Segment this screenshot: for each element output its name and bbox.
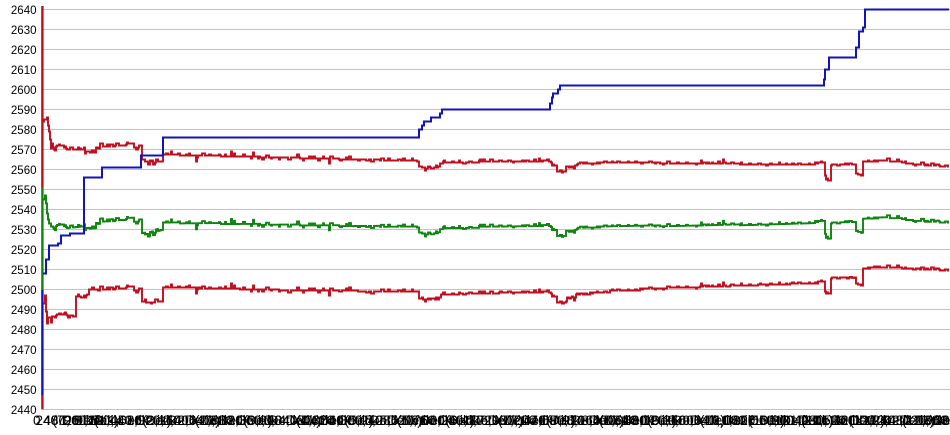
svg-text:(3,600 Detik): (3,600 Detik) (244, 413, 321, 428)
svg-text:(12,240 Detik): (12,240 Detik) (850, 413, 935, 428)
svg-text:2580: 2580 (11, 125, 37, 137)
svg-text:1,920, Detik: 1,920, Detik (127, 413, 199, 428)
svg-text:7,680, Detik: 7,680, Detik (531, 413, 603, 428)
svg-text:2,400 Detik: 2,400 Detik (163, 413, 232, 428)
svg-text:9,600 Detik: 9,600 Detik (668, 413, 737, 428)
svg-text:2560: 2560 (11, 165, 37, 177)
svg-text:2550: 2550 (11, 185, 37, 197)
svg-text:12,480 Detik: 12,480 Detik (870, 413, 946, 428)
svg-text:2590: 2590 (11, 105, 37, 117)
svg-text:(1,440 Detik): (1,440 Detik) (94, 413, 171, 428)
svg-text:(2,160 Detik): (2,160 Detik) (143, 413, 220, 428)
svg-text:2,640, Detik: 2,640, Detik (178, 413, 250, 428)
svg-text:8,880 Detik: 8,880 Detik (613, 413, 682, 428)
svg-text:2640: 2640 (11, 5, 37, 17)
svg-text:480, Detik: 480, Detik (44, 413, 105, 428)
svg-text:11,280, Detik: 11,280, Detik (784, 413, 863, 428)
svg-text:4,080, Detik: 4,080, Detik (279, 413, 351, 428)
svg-text:13,440, Detik: 13,440, Detik (935, 413, 950, 428)
svg-text:10,320 Detik: 10,320 Detik (714, 413, 790, 428)
svg-text:(9,360 Detik): (9,360 Detik) (648, 413, 725, 428)
svg-text:(6,480 Detik): (6,480 Detik) (446, 413, 523, 428)
svg-text:960 Detik: 960 Detik (64, 413, 121, 428)
svg-text:(10,080 Detik): (10,080 Detik) (700, 413, 785, 428)
svg-text:2460: 2460 (11, 365, 37, 377)
svg-text:11,040 Detik: 11,040 Detik (769, 413, 844, 428)
svg-text:(8,640 Detik): (8,640 Detik) (599, 413, 676, 428)
svg-text:4,560 Detik: 4,560 Detik (310, 413, 379, 428)
svg-text:(720 Detik): (720 Detik) (53, 413, 119, 428)
svg-text:(12,960 Detik): (12,960 Detik) (902, 413, 950, 428)
svg-text:3,360, Detik: 3,360, Detik (228, 413, 300, 428)
svg-text:5,280 Detik: 5,280 Detik (365, 413, 434, 428)
svg-text:3,840 Detik: 3,840 Detik (264, 413, 333, 428)
svg-text:2440: 2440 (11, 405, 37, 417)
svg-text:2570: 2570 (11, 145, 37, 157)
svg-text:(10,800 Detik): (10,800 Detik) (749, 413, 834, 428)
svg-text:2450: 2450 (11, 385, 37, 397)
svg-text:240 Detik: 240 Detik (36, 413, 93, 428)
svg-text:12,720, Detik: 12,720, Detik (885, 413, 950, 428)
svg-text:10,560, Detik: 10,560, Detik (733, 413, 813, 428)
svg-text:(5,040 Detik): (5,040 Detik) (345, 413, 422, 428)
svg-text:2520: 2520 (11, 245, 37, 257)
svg-text:(11,520 Detik): (11,520 Detik) (801, 413, 885, 428)
svg-text:11,760 Detik: 11,760 Detik (815, 413, 890, 428)
svg-text:8,160 Detik: 8,160 Detik (567, 413, 636, 428)
svg-text:12,000, Detik: 12,000, Detik (834, 413, 914, 428)
svg-text:2610: 2610 (11, 65, 37, 77)
svg-text:2490: 2490 (11, 305, 37, 317)
svg-text:2620: 2620 (11, 45, 37, 57)
svg-text:0: 0 (33, 413, 41, 428)
svg-text:6,720 Detik: 6,720 Detik (466, 413, 535, 428)
svg-text:6,240, Detik: 6,240, Detik (430, 413, 502, 428)
svg-text:2600: 2600 (11, 85, 37, 97)
svg-text:2540: 2540 (11, 205, 37, 217)
svg-text:2530: 2530 (11, 225, 37, 237)
svg-text:8,400, Detik: 8,400, Detik (582, 413, 654, 428)
svg-text:4,800, Detik: 4,800, Detik (329, 413, 401, 428)
svg-text:1,680 Detik: 1,680 Detik (108, 413, 177, 428)
svg-text:5,520, Detik: 5,520, Detik (380, 413, 452, 428)
svg-text:3,120 Detik: 3,120 Detik (209, 413, 278, 428)
svg-text:(7,200 Detik): (7,200 Detik) (498, 413, 575, 428)
svg-text:6,000 Detik: 6,000 Detik (411, 413, 480, 428)
svg-text:2510: 2510 (11, 265, 37, 277)
svg-text:(4,320 Detik): (4,320 Detik) (296, 413, 373, 428)
svg-text:(2,880 Detik): (2,880 Detik) (195, 413, 272, 428)
svg-text:2630: 2630 (11, 25, 37, 37)
svg-text:2470: 2470 (11, 345, 37, 357)
svg-text:(5,760 Detik): (5,760 Detik) (397, 413, 474, 428)
svg-text:6,960, Detik: 6,960, Detik (481, 413, 553, 428)
svg-text:7,440 Detik: 7,440 Detik (512, 413, 581, 428)
svg-text:13,200 Detik: 13,200 Detik (916, 413, 950, 428)
svg-text:2480: 2480 (11, 325, 37, 337)
svg-text:9,120, Detik: 9,120, Detik (632, 413, 704, 428)
svg-text:(7,920 Detik): (7,920 Detik) (547, 413, 624, 428)
svg-text:2500: 2500 (11, 285, 37, 297)
svg-text:1,200, Detik: 1,200, Detik (77, 413, 149, 428)
svg-text:9,840, Detik: 9,840, Detik (683, 413, 755, 428)
